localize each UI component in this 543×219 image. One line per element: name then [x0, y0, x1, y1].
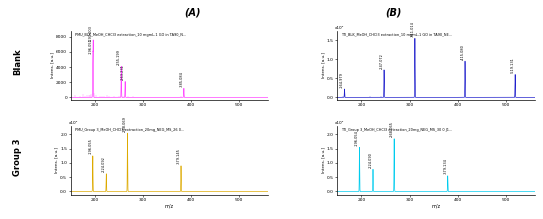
Text: (B): (B)	[386, 8, 402, 18]
Text: TTI_BLK_MeOH_CHCl3 extraction_10 mgmL-1 GO in TA90_NE...: TTI_BLK_MeOH_CHCl3 extraction_10 mgmL-1 …	[341, 33, 452, 37]
X-axis label: m/z: m/z	[432, 204, 440, 209]
Text: PMU_Group 3_MeOH_CHCl3 extraction_20mg_NEG_MS_26 0...: PMU_Group 3_MeOH_CHCl3 extraction_20mg_N…	[74, 128, 184, 132]
Text: -263.231: -263.231	[121, 64, 125, 80]
Y-axis label: Intens. [a.u.]: Intens. [a.u.]	[50, 52, 55, 78]
Text: -224.090: -224.090	[369, 152, 372, 168]
Text: Blank: Blank	[13, 48, 22, 75]
Text: -379.134: -379.134	[444, 159, 447, 174]
Text: -247.072: -247.072	[380, 53, 384, 69]
Text: -196.055: -196.055	[89, 139, 92, 154]
Text: Group 3: Group 3	[13, 139, 22, 177]
Text: -197.003: -197.003	[89, 26, 93, 41]
Text: x10⁴: x10⁴	[336, 26, 345, 30]
Text: -164.979: -164.979	[340, 72, 344, 88]
Text: -224.092: -224.092	[102, 157, 106, 172]
Y-axis label: Intens. [a.u.]: Intens. [a.u.]	[321, 52, 325, 78]
Text: -311.014: -311.014	[411, 21, 415, 37]
Text: -385.084: -385.084	[180, 71, 184, 87]
Text: TTI_Group 3_MeOH_CHCl3 extraction_20mg_NEG_MS_30 0 J1...: TTI_Group 3_MeOH_CHCl3 extraction_20mg_N…	[341, 128, 453, 132]
Text: x10⁴: x10⁴	[68, 121, 78, 125]
Text: -379.145: -379.145	[177, 148, 181, 164]
Text: -196.051: -196.051	[89, 38, 92, 54]
Text: PMU_BLK_MeOH_CHCl3 extraction_10 mgmL-1 GO in TA90_N...: PMU_BLK_MeOH_CHCl3 extraction_10 mgmL-1 …	[74, 33, 186, 37]
Y-axis label: Intens. [a.u.]: Intens. [a.u.]	[55, 147, 59, 173]
Y-axis label: Intens. [a.u.]: Intens. [a.u.]	[321, 147, 325, 173]
Text: -268.065: -268.065	[390, 122, 394, 137]
Text: x10⁴: x10⁴	[336, 121, 345, 125]
Text: -268.069: -268.069	[123, 116, 127, 132]
Text: -196.054: -196.054	[355, 130, 359, 146]
X-axis label: m/z: m/z	[165, 204, 174, 209]
Text: -255.199: -255.199	[117, 49, 121, 65]
Text: -519.131: -519.131	[511, 57, 515, 73]
Text: (A): (A)	[185, 8, 201, 18]
Text: -415.080: -415.080	[461, 44, 465, 60]
